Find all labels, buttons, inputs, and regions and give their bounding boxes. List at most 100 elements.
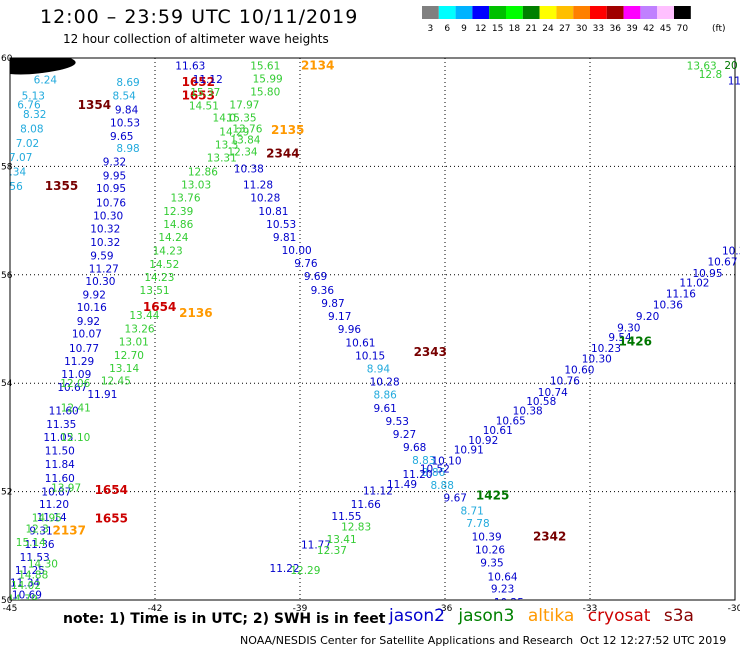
wave-height-label: 14.95 [32, 512, 62, 524]
wave-height-label: 10.16 [77, 302, 107, 314]
x-tick-label: -39 [293, 604, 308, 612]
wave-height-label: 11.12 [193, 74, 223, 86]
colorbar-swatch [640, 6, 658, 19]
wave-height-label: 11.22 [270, 563, 300, 575]
wave-height-label: 10.61 [483, 425, 513, 437]
colorbar-swatch [539, 6, 557, 19]
wave-height-label: 14.30 [28, 558, 58, 570]
wave-height-label: 14.29 [219, 127, 249, 139]
colorbar-label: 21 [525, 24, 536, 34]
wave-height-label: 10.30 [85, 276, 115, 288]
wave-height-label: 6.56 [0, 181, 23, 193]
colorbar-label: 12 [475, 24, 486, 34]
wave-height-label: 13.14 [109, 363, 139, 375]
colorbar-label: 39 [626, 24, 638, 34]
wave-height-label: 10.30 [582, 354, 612, 366]
wave-height-label: 8.98 [116, 143, 139, 155]
wave-height-label: 9.20 [636, 311, 659, 323]
wave-height-label: 10.38 [513, 406, 543, 418]
colorbar-label: 15 [492, 24, 503, 34]
wave-height-label: 2134 [301, 58, 334, 72]
wave-height-label: 8.54 [112, 91, 136, 103]
wave-height-label: 8.69 [116, 77, 139, 89]
wave-height-label: 11.77 [301, 540, 331, 552]
colorbar-swatch [657, 6, 674, 19]
wave-height-label: 14.51 [189, 100, 219, 112]
wave-height-label: 13.63 [687, 60, 717, 72]
wave-height-label: 13.01 [119, 336, 149, 348]
wave-height-label: 9.53 [386, 416, 409, 428]
wave-height-label: 10.28 [370, 376, 400, 388]
colorbar-swatch [438, 6, 456, 19]
wave-height-label: 10.60 [564, 364, 594, 376]
wave-labels: 6.24 5.136.768.32 8.08 7.02 7.07 7.34 6.56 1354… [0, 58, 740, 609]
wave-height-label: 13.44 [129, 310, 159, 322]
x-tick-label: -36 [438, 604, 453, 612]
wave-height-label: 10.69 [12, 589, 42, 601]
wave-height-label: 10.26 [475, 544, 505, 556]
wave-height-label: 13.41 [327, 534, 357, 546]
wave-height-label: 10.52 [420, 464, 450, 476]
wave-height-label: 9.81 [273, 232, 296, 244]
wave-height-label: 10.91 [454, 445, 484, 457]
wave-height-label: 12.8 [699, 69, 722, 81]
wave-height-label: 13.84 [230, 135, 260, 147]
wave-height-label: 1652 [182, 75, 215, 89]
wave-height-label: 8.88 [431, 480, 454, 492]
footer-credit: NOAA/NESDIS Center for Satellite Applica… [240, 634, 574, 647]
wave-height-label: 10.67 [57, 382, 87, 394]
colorbar-swatch [522, 6, 540, 19]
wave-height-label: 9.95 [103, 170, 126, 182]
colorbar-label: 42 [643, 24, 654, 34]
wave-height-label: 7.02 [16, 138, 39, 150]
wave-height-label: 10.15 [355, 350, 385, 362]
legend-altika: altika [527, 606, 575, 626]
wave-height-label: 10.28 [250, 193, 280, 205]
wave-height-label: 9.96 [338, 324, 362, 336]
wave-height-label: 10.23 [591, 343, 621, 355]
wave-height-label: 10.38 [234, 163, 264, 175]
wave-height-map: -45 -42 -39 -36 -33 -305052545658606.245.136.… [0, 54, 740, 612]
wave-height-label: 13.26 [125, 323, 155, 335]
wave-height-label: 10.67 [707, 257, 737, 269]
wave-height-label: 12.86 [188, 167, 218, 179]
wave-height-label: 12.83 [341, 522, 371, 534]
wave-height-label: 9.27 [393, 429, 416, 441]
wave-height-label: 10.53 [110, 117, 140, 129]
wave-height-label: 1655 [95, 511, 128, 525]
wave-height-label: 11.16 [666, 289, 696, 301]
wave-height-label: 15.80 [250, 86, 280, 98]
wave-height-label: 12.06 [60, 378, 90, 390]
wave-height-label: 9.35 [480, 557, 503, 569]
colorbar-label: 45 [660, 24, 671, 34]
wave-height-label: 11.34 [10, 577, 40, 589]
wave-height-label: 13.03 [181, 180, 211, 192]
wave-height-label: 10.32 [90, 224, 120, 236]
colorbar-swatch [590, 6, 607, 19]
wave-height-label: 10.25 [494, 597, 524, 609]
wave-height-label: 1653 [182, 89, 215, 103]
wave-height-label: 11.29 [64, 356, 94, 368]
x-tick-label: -45 [3, 604, 18, 612]
wave-height-label: 11.14 [37, 512, 67, 524]
wave-height-label: 10.58 [526, 396, 556, 408]
wave-height-label: 11.66 [351, 499, 381, 511]
colorbar-swatch [674, 6, 691, 19]
wave-height-label: 11.53 [20, 552, 50, 564]
colorbar-swatch [472, 6, 490, 19]
wave-height-label: 1654 [143, 300, 176, 314]
wave-height-label: 10.53 [266, 219, 296, 231]
colorbar-swatch [422, 6, 439, 19]
colorbar-label: 27 [559, 24, 570, 34]
wave-height-label: 13.31 [207, 153, 237, 165]
wave-height-label: 9.92 [77, 316, 100, 328]
colorbar-label: 6 [444, 24, 450, 34]
legend-cryosat: cryosat [587, 606, 651, 626]
wave-height-label: 7.34 [3, 167, 27, 179]
wave-height-label: 9.61 [373, 403, 396, 415]
wave-height-label: 7.07 [9, 152, 32, 164]
colorbar-unit: (ft) [712, 24, 726, 34]
wave-height-label: 11.91 [87, 389, 117, 401]
wave-height-label: 1355 [45, 179, 78, 193]
wave-height-label: 2344 [266, 147, 299, 161]
